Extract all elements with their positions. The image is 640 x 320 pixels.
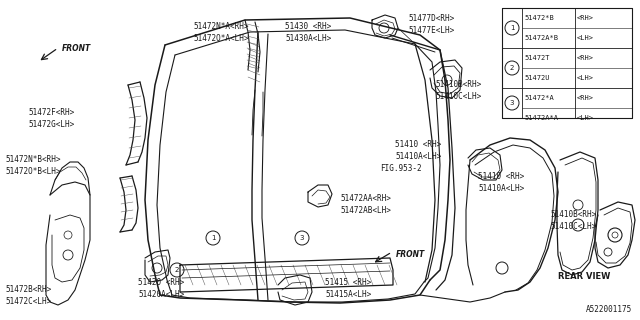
Text: FIG.953-2: FIG.953-2 — [380, 164, 422, 173]
Text: 51410 <RH>: 51410 <RH> — [478, 172, 524, 181]
Text: 51410C<LH>: 51410C<LH> — [550, 222, 596, 231]
Text: 51472B<RH>: 51472B<RH> — [5, 285, 51, 294]
Text: <RH>: <RH> — [577, 55, 594, 61]
Text: 51430 <RH>: 51430 <RH> — [285, 22, 332, 31]
Text: 51472T: 51472T — [524, 55, 550, 61]
Text: 51472*A: 51472*A — [524, 95, 554, 101]
Text: <RH>: <RH> — [577, 15, 594, 21]
Text: 51472N*A<RH>: 51472N*A<RH> — [193, 22, 248, 31]
Text: FRONT: FRONT — [396, 250, 425, 259]
Text: <LH>: <LH> — [577, 115, 594, 121]
Text: 51410B<RH>: 51410B<RH> — [435, 80, 481, 89]
Text: 1: 1 — [211, 235, 215, 241]
Text: 51410A<LH>: 51410A<LH> — [395, 152, 441, 161]
Text: 51472U: 51472U — [524, 75, 550, 81]
Text: 51472AB<LH>: 51472AB<LH> — [340, 206, 391, 215]
Text: 51472A*A: 51472A*A — [524, 115, 558, 121]
Text: <LH>: <LH> — [577, 75, 594, 81]
Text: 3: 3 — [509, 100, 515, 106]
Text: 1: 1 — [509, 25, 515, 31]
Text: 51472G<LH>: 51472G<LH> — [28, 120, 74, 129]
Text: FRONT: FRONT — [62, 44, 92, 53]
Text: 51420 <RH>: 51420 <RH> — [138, 278, 184, 287]
Text: 51472O*A<LH>: 51472O*A<LH> — [193, 34, 248, 43]
Text: 51410C<LH>: 51410C<LH> — [435, 92, 481, 101]
Text: REAR VIEW: REAR VIEW — [558, 272, 611, 281]
Text: 51472N*B<RH>: 51472N*B<RH> — [5, 155, 61, 164]
Text: 51477D<RH>: 51477D<RH> — [408, 14, 454, 23]
Text: 51477E<LH>: 51477E<LH> — [408, 26, 454, 35]
Text: 51430A<LH>: 51430A<LH> — [285, 34, 332, 43]
Text: 51420A<LH>: 51420A<LH> — [138, 290, 184, 299]
Text: <RH>: <RH> — [577, 95, 594, 101]
Text: 51472A*B: 51472A*B — [524, 35, 558, 41]
Text: 51415 <RH>: 51415 <RH> — [325, 278, 371, 287]
Text: 2: 2 — [175, 267, 179, 273]
Text: 2: 2 — [510, 65, 514, 71]
Text: 51410 <RH>: 51410 <RH> — [395, 140, 441, 149]
Text: 51415A<LH>: 51415A<LH> — [325, 290, 371, 299]
Text: 51472*B: 51472*B — [524, 15, 554, 21]
Text: 51472O*B<LH>: 51472O*B<LH> — [5, 167, 61, 176]
Text: 3: 3 — [300, 235, 304, 241]
Text: 51472F<RH>: 51472F<RH> — [28, 108, 74, 117]
Text: 51410A<LH>: 51410A<LH> — [478, 184, 524, 193]
Text: 51410B<RH>: 51410B<RH> — [550, 210, 596, 219]
Text: 51472C<LH>: 51472C<LH> — [5, 297, 51, 306]
Text: A522001175: A522001175 — [586, 305, 632, 314]
Text: 51472AA<RH>: 51472AA<RH> — [340, 194, 391, 203]
Text: <LH>: <LH> — [577, 35, 594, 41]
